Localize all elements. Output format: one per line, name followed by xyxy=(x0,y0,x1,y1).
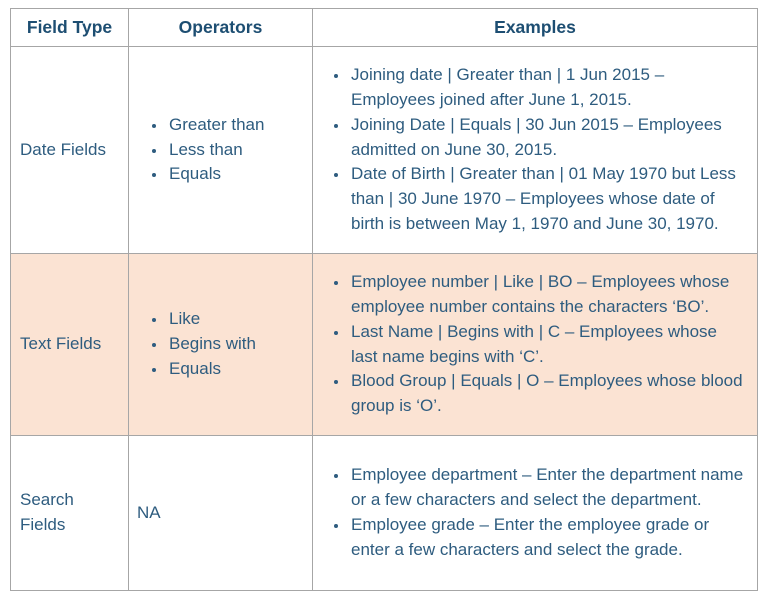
table-header-row: Field Type Operators Examples xyxy=(10,8,758,47)
example-item: Last Name | Begins with | C – Employees … xyxy=(349,320,747,370)
operator-item: Begins with xyxy=(167,332,306,357)
operator-item: Equals xyxy=(167,357,306,382)
operator-item: Greater than xyxy=(167,113,306,138)
example-item: Date of Birth | Greater than | 01 May 19… xyxy=(349,162,747,237)
operators-cell: Like Begins with Equals xyxy=(128,253,313,436)
table-row-date-fields: Date Fields Greater than Less than Equal… xyxy=(10,46,758,254)
example-item: Joining date | Greater than | 1 Jun 2015… xyxy=(349,63,747,113)
column-header-examples: Examples xyxy=(312,8,758,47)
operator-item: Equals xyxy=(167,162,306,187)
operator-item: Like xyxy=(167,307,306,332)
field-type-cell: Text Fields xyxy=(10,253,129,436)
operators-list: Like Begins with Equals xyxy=(137,307,306,382)
operators-list: Greater than Less than Equals xyxy=(137,113,306,188)
column-header-operators: Operators xyxy=(128,8,313,47)
example-item: Employee grade – Enter the employee grad… xyxy=(349,513,747,563)
examples-list: Employee department – Enter the departme… xyxy=(319,463,747,563)
examples-cell: Joining date | Greater than | 1 Jun 2015… xyxy=(312,46,758,254)
examples-cell: Employee department – Enter the departme… xyxy=(312,435,758,591)
column-header-field-type: Field Type xyxy=(10,8,129,47)
example-item: Blood Group | Equals | O – Employees who… xyxy=(349,369,747,419)
operators-cell: NA xyxy=(128,435,313,591)
examples-cell: Employee number | Like | BO – Employees … xyxy=(312,253,758,436)
example-item: Employee number | Like | BO – Employees … xyxy=(349,270,747,320)
field-type-cell: Search Fields xyxy=(10,435,129,591)
examples-list: Employee number | Like | BO – Employees … xyxy=(319,270,747,420)
examples-list: Joining date | Greater than | 1 Jun 2015… xyxy=(319,63,747,238)
field-type-operators-table: Field Type Operators Examples Date Field… xyxy=(10,8,758,591)
table-row-search-fields: Search Fields NA Employee department – E… xyxy=(10,435,758,591)
field-type-cell: Date Fields xyxy=(10,46,129,254)
operators-cell: Greater than Less than Equals xyxy=(128,46,313,254)
operator-item: Less than xyxy=(167,138,306,163)
example-item: Employee department – Enter the departme… xyxy=(349,463,747,513)
example-item: Joining Date | Equals | 30 Jun 2015 – Em… xyxy=(349,113,747,163)
table-row-text-fields: Text Fields Like Begins with Equals Empl… xyxy=(10,253,758,436)
